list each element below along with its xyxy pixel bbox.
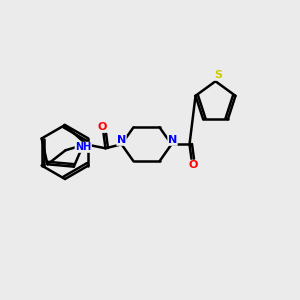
Text: O: O xyxy=(98,122,107,132)
Text: N: N xyxy=(168,135,177,145)
Text: S: S xyxy=(214,70,223,80)
Text: N: N xyxy=(117,135,126,145)
Text: NH: NH xyxy=(75,142,92,152)
Text: O: O xyxy=(189,160,198,170)
